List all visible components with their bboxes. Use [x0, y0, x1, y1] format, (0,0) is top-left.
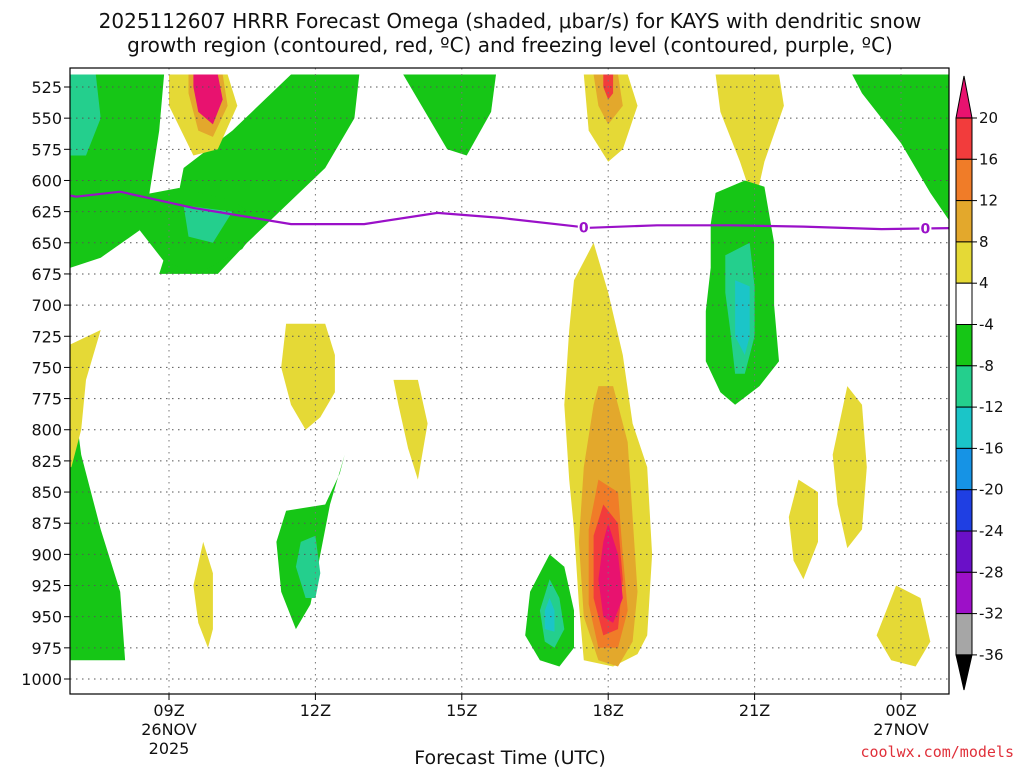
x-axis-label: Forecast Time (UTC) — [414, 747, 605, 768]
omega-region-5 — [403, 74, 496, 156]
omega-region-27 — [64, 386, 69, 423]
plot-frame — [69, 67, 950, 695]
colorbar-label--28: -28 — [979, 563, 1004, 581]
colorbar-box--24 — [955, 489, 973, 532]
y-tick-label-950: 950 — [31, 608, 62, 627]
colorbar-box--32 — [955, 571, 973, 615]
colorbar-top-triangle — [955, 75, 973, 119]
y-axis: 525 550 575 600 625 650 675 700 725 750 775 800 825 8… — [21, 78, 70, 689]
y-tick-label-675: 675 — [31, 265, 62, 284]
omega-region-32 — [295, 535, 321, 598]
colorbar-box-16 — [955, 117, 973, 160]
colorbar-box-12 — [955, 158, 973, 202]
y-tick-label-550: 550 — [31, 109, 62, 128]
y-tick-label-600: 600 — [31, 171, 62, 190]
x-tick-label-12Z: 12Z — [300, 701, 331, 720]
freezing-label-bg-0 — [577, 219, 590, 236]
colorbar-box--36 — [955, 613, 973, 656]
colorbar: 20 16 12 8 4 -4 -8 -12 -16 -20 -24 -28 -32 -36 — [955, 75, 1004, 691]
colorbar-label-8: 8 — [979, 233, 989, 251]
omega-region-34 — [832, 386, 867, 549]
omega-region-24 — [544, 598, 555, 632]
colorbar-label--4: -4 — [979, 316, 994, 334]
colorbar-label-12: 12 — [979, 192, 998, 210]
credit-text: coolwx.com/models — [860, 743, 1014, 761]
y-tick-label-875: 875 — [31, 514, 62, 533]
omega-region-26 — [70, 330, 101, 468]
y-tick-label-925: 925 — [31, 577, 62, 596]
omega-region-12 — [715, 74, 784, 206]
freezing-label-bg-1 — [919, 220, 932, 237]
x-tick-label-21Z: 21Z — [739, 701, 770, 720]
x-tick-label-15Z: 15Z — [446, 701, 477, 720]
chart-title-line1: 2025112607 HRRR Forecast Omega (shaded, … — [99, 9, 922, 33]
y-tick-label-800: 800 — [31, 421, 62, 440]
colorbar-label--12: -12 — [979, 398, 1004, 416]
omega-region-29 — [393, 379, 428, 480]
colorbar-box-8 — [955, 200, 973, 243]
omega-region-4 — [183, 205, 233, 243]
omega-region-25 — [70, 379, 126, 661]
colorbar-label--20: -20 — [979, 481, 1004, 499]
y-tick-label-825: 825 — [31, 452, 62, 471]
omega-region-1 — [70, 74, 101, 156]
colorbar-label--8: -8 — [979, 357, 994, 375]
colorbar-box--16 — [955, 406, 973, 449]
y-tick-label-775: 775 — [31, 390, 62, 409]
y-tick-label-725: 725 — [31, 327, 62, 346]
colorbar-box--28 — [955, 530, 973, 573]
y-tick-label-750: 750 — [31, 358, 62, 377]
freezing-level-label-0: 0 — [579, 220, 589, 236]
omega-region-21 — [598, 523, 623, 623]
x-tick-label-09Z: 09Z — [153, 701, 184, 720]
omega-region-28 — [281, 323, 335, 430]
y-tick-label-575: 575 — [31, 140, 62, 159]
omega-region-13 — [852, 74, 949, 221]
y-tick-label-900: 900 — [31, 545, 62, 564]
freezing-level-line — [70, 190, 949, 231]
colorbar-label--36: -36 — [979, 646, 1004, 664]
x-tick-year-09Z: 2025 — [149, 739, 190, 758]
y-tick-label-700: 700 — [31, 296, 62, 315]
y-tick-label-650: 650 — [31, 234, 62, 253]
colorbar-box--4 — [955, 282, 973, 326]
y-tick-label-525: 525 — [31, 78, 62, 97]
x-tick-date-09Z: 26NOV — [141, 720, 197, 739]
colorbar-box--12 — [955, 365, 973, 408]
colorbar-label-16: 16 — [979, 150, 998, 168]
omega-region-35 — [876, 585, 931, 667]
y-tick-label-1000: 1000 — [21, 670, 62, 689]
colorbar-box--20 — [955, 447, 973, 491]
y-tick-label-625: 625 — [31, 203, 62, 222]
colorbar-label-4: 4 — [979, 274, 989, 292]
colorbar-label--16: -16 — [979, 439, 1004, 457]
colorbar-bottom-triangle — [955, 654, 973, 691]
chart-title-line2: growth region (contoured, red, ºC) and f… — [127, 33, 893, 57]
colorbar-box--8 — [955, 324, 973, 367]
colorbar-label--32: -32 — [979, 605, 1004, 623]
colorbar-box-4 — [955, 241, 973, 284]
x-tick-label-00Z: 00Z — [885, 701, 916, 720]
omega-region-16 — [735, 280, 750, 355]
omega-region-30 — [193, 541, 213, 648]
y-tick-label-850: 850 — [31, 483, 62, 502]
x-tick-label-18Z: 18Z — [593, 701, 624, 720]
y-tick-label-975: 975 — [31, 639, 62, 658]
x-tick-date-00Z: 27NOV — [873, 720, 929, 739]
freezing-level-label-1: 0 — [921, 221, 931, 237]
colorbar-label-20: 20 — [979, 109, 998, 127]
colorbar-label--24: -24 — [979, 522, 1004, 540]
